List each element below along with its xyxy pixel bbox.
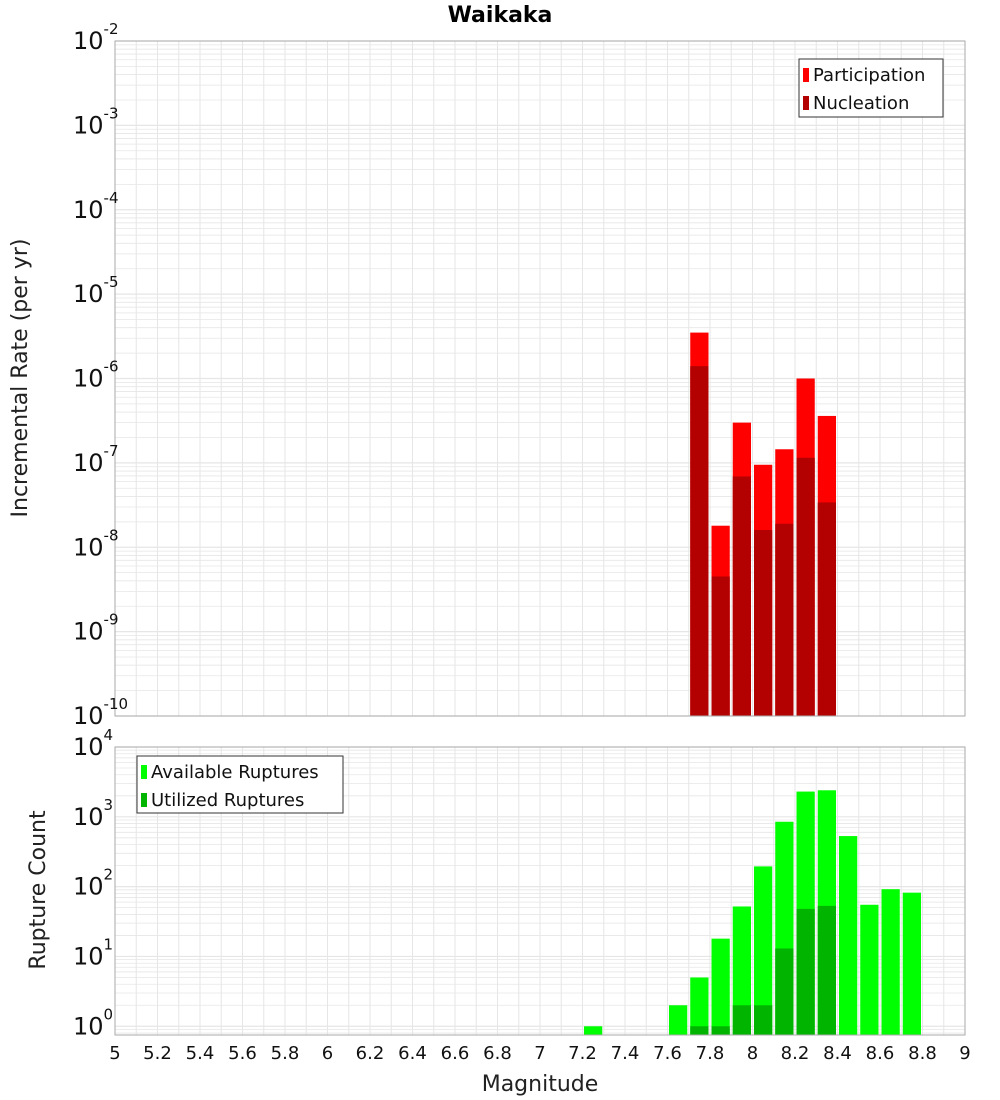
- bottom-bar-available-ruptures: [860, 904, 879, 1035]
- bottom-legend-label: Utilized Ruptures: [151, 790, 304, 811]
- x-tick-label: 7: [534, 1043, 545, 1064]
- top-y-tick-label: 10-6: [73, 358, 119, 393]
- bottom-series-1: [690, 905, 836, 1035]
- bottom-bar-utilized-ruptures: [690, 1026, 709, 1035]
- top-legend-swatch: [803, 96, 809, 110]
- x-tick-label: 7.8: [696, 1043, 725, 1064]
- x-tick-label: 7.4: [611, 1043, 640, 1064]
- x-tick-label: 9: [959, 1043, 970, 1064]
- top-y-tick-label: 10-7: [73, 442, 119, 477]
- top-y-tick-label: 10-5: [73, 273, 119, 308]
- x-tick-labels: 5 5.2 5.4 5.6 5.8 6 6.2 6.4 6.6 6.8 7 7.2 7.4 7.6 7.8 8…: [109, 1043, 970, 1064]
- top-y-tick-label: 10-4: [73, 189, 119, 224]
- bottom-bar-available-ruptures: [754, 866, 773, 1035]
- top-legend-swatch: [803, 68, 809, 82]
- x-tick-label: 7.2: [568, 1043, 597, 1064]
- bottom-y-tick-label: 102: [73, 866, 113, 901]
- bottom-legend: Available Ruptures Utilized Ruptures: [136, 755, 344, 814]
- top-bar-nucleation: [711, 576, 730, 716]
- top-grid: [114, 40, 966, 717]
- top-y-axis-label: Incremental Rate (per yr): [8, 239, 33, 518]
- bottom-bar-utilized-ruptures: [754, 1005, 773, 1035]
- top-bar-nucleation: [817, 502, 836, 716]
- bottom-legend-swatch: [141, 765, 147, 779]
- x-tick-label: 8: [747, 1043, 758, 1064]
- x-tick-label: 8.6: [866, 1043, 895, 1064]
- top-legend: Participation Nucleation: [798, 58, 944, 118]
- top-y-tick-label: 10-9: [73, 611, 119, 646]
- bottom-bar-available-ruptures: [902, 892, 921, 1035]
- x-tick-label: 5.4: [186, 1043, 215, 1064]
- x-tick-label: 6.8: [483, 1043, 512, 1064]
- bottom-y-tick-label: 104: [73, 726, 113, 761]
- bottom-bar-available-ruptures: [881, 889, 900, 1035]
- bottom-bar-available-ruptures: [584, 1026, 603, 1035]
- x-tick-label: 6.4: [398, 1043, 427, 1064]
- bottom-legend-label: Available Ruptures: [151, 762, 319, 783]
- x-tick-label: 5.2: [143, 1043, 172, 1064]
- top-legend-box: [798, 58, 944, 118]
- bottom-y-tick-label: 101: [73, 935, 113, 970]
- bottom-bar-utilized-ruptures: [711, 1026, 730, 1035]
- x-tick-label: 6.6: [441, 1043, 470, 1064]
- bottom-legend-box: [136, 755, 344, 814]
- top-y-tick-label: 10-3: [73, 104, 119, 139]
- bottom-bar-utilized-ruptures: [732, 1005, 751, 1035]
- x-tick-label: 8.8: [908, 1043, 937, 1064]
- bottom-y-tick-labels: 100 101 102 103 104: [73, 726, 113, 1040]
- top-y-tick-label: 10-2: [73, 20, 119, 55]
- bottom-bar-available-ruptures: [711, 938, 730, 1035]
- top-bar-nucleation: [732, 476, 751, 716]
- top-y-tick-label: 10-10: [73, 695, 128, 730]
- top-bar-nucleation: [775, 523, 794, 716]
- x-tick-label: 6.2: [356, 1043, 385, 1064]
- x-tick-label: 5.6: [228, 1043, 257, 1064]
- top-bar-nucleation: [754, 530, 773, 716]
- bottom-bar-available-ruptures: [839, 836, 858, 1035]
- x-tick-label: 8.2: [781, 1043, 810, 1064]
- x-tick-label: 5.8: [271, 1043, 300, 1064]
- top-plot-border: [114, 40, 966, 717]
- bottom-bar-available-ruptures: [690, 977, 709, 1035]
- x-tick-label: 8.4: [823, 1043, 852, 1064]
- x-axis-label: Magnitude: [482, 1072, 599, 1097]
- top-y-tick-label: 10-8: [73, 526, 119, 561]
- top-rate-panel: 10-10 10-9 10-8 10-7 10-6 10-5 10-4 10-3 10-2 Par…: [73, 20, 966, 730]
- bottom-bar-utilized-ruptures: [817, 905, 836, 1035]
- bottom-y-tick-label: 103: [73, 796, 113, 831]
- top-series-1: [690, 366, 836, 716]
- chart-title: Waikaka: [448, 3, 553, 28]
- bottom-plot-border: [114, 746, 966, 1036]
- top-legend-label: Participation: [813, 65, 925, 86]
- x-tick-label: 5: [109, 1043, 120, 1064]
- top-y-tick-labels: 10-10 10-9 10-8 10-7 10-6 10-5 10-4 10-3 10-2: [73, 20, 128, 730]
- top-bar-nucleation: [690, 366, 709, 716]
- bottom-legend-swatch: [141, 793, 147, 807]
- bottom-y-axis-label: Rupture Count: [26, 810, 51, 970]
- x-tick-label: 6: [322, 1043, 333, 1064]
- bottom-bar-available-ruptures: [669, 1005, 688, 1035]
- top-legend-label: Nucleation: [813, 93, 909, 114]
- top-bar-nucleation: [796, 457, 815, 716]
- bottom-count-panel: 100 101 102 103 104 Available Ruptures Utilize…: [73, 726, 966, 1040]
- bottom-bar-utilized-ruptures: [796, 908, 815, 1035]
- x-tick-label: 7.6: [653, 1043, 682, 1064]
- bottom-y-tick-label: 100: [73, 1005, 113, 1040]
- bottom-bar-utilized-ruptures: [775, 948, 794, 1035]
- bottom-bar-available-ruptures: [732, 906, 751, 1035]
